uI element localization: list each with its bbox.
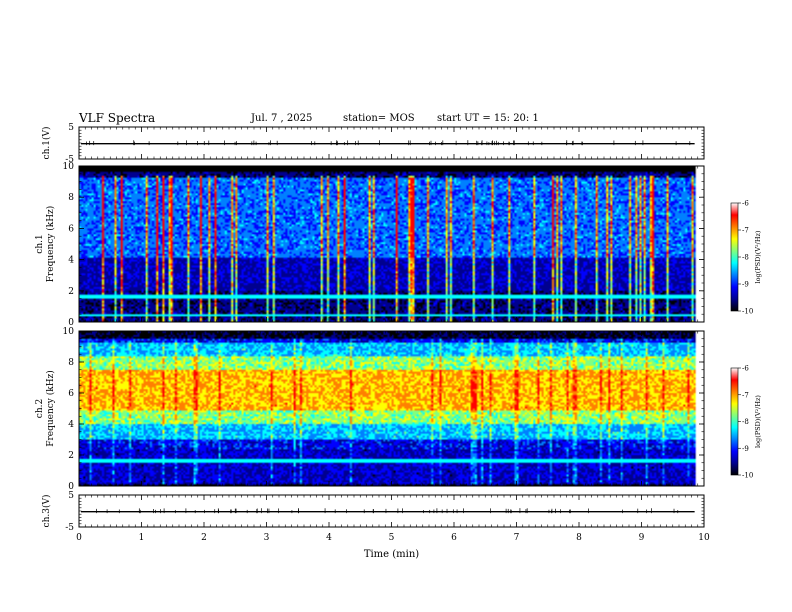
- y-axis-label-group: ch.1 Frequency (kHz): [35, 206, 56, 283]
- y-tick-label: 6: [68, 224, 74, 234]
- y-axis-label-channel: ch.1: [35, 234, 45, 253]
- y-tick-label: 6: [68, 389, 74, 399]
- colorbar-tick-label: -6: [742, 365, 749, 373]
- y-axis-label-frequency: Frequency (kHz): [45, 370, 56, 447]
- date-label: Jul. 7 , 2025: [251, 113, 313, 124]
- colorbar-tick-label: -9: [742, 281, 749, 289]
- y-tick-label: 10: [63, 327, 75, 337]
- colorbar-label: log(PSD)(V²/Hz): [754, 395, 762, 448]
- colorbar-tick-label: -7: [742, 227, 749, 235]
- y-tick-label: 8: [68, 358, 74, 368]
- y-tick-label: 2: [68, 451, 74, 461]
- y-tick-label: -5: [65, 523, 74, 533]
- colorbar-tick-label: -7: [742, 391, 749, 399]
- colorbar-tick-label: -8: [742, 254, 749, 262]
- x-tick-label: 2: [201, 533, 207, 543]
- y-tick-label: 2: [68, 287, 74, 297]
- y-tick-label: 5: [68, 491, 74, 501]
- colorbar-label-group: log(PSD)(V²/Hz): [754, 230, 762, 283]
- y-tick-label: 8: [68, 193, 74, 203]
- colorbar-tick-label: -10: [742, 308, 753, 316]
- station-label: station= MOS: [343, 113, 415, 124]
- colorbar-label-group: log(PSD)(V²/Hz): [754, 395, 762, 448]
- y-tick-label: 5: [68, 123, 74, 133]
- colorbar-label: log(PSD)(V²/Hz): [754, 230, 762, 283]
- y-axis-label: ch.1(V): [41, 127, 52, 160]
- x-tick-label: 5: [389, 533, 395, 543]
- colorbar: [730, 367, 739, 476]
- colorbar-tick-label: -6: [742, 200, 749, 208]
- colorbar-tick-label: -8: [742, 418, 749, 426]
- y-axis-label-frequency: Frequency (kHz): [45, 206, 56, 283]
- y-tick-label: 10: [63, 162, 75, 172]
- spectrogram-image: [79, 331, 704, 486]
- x-axis-label: Time (min): [364, 549, 419, 560]
- x-tick-label: 3: [264, 533, 270, 543]
- x-tick-label: 1: [139, 533, 145, 543]
- y-tick-label: 4: [68, 420, 74, 430]
- start-time-label: start UT = 15: 20: 1: [437, 113, 539, 124]
- y-tick-label: 4: [68, 256, 74, 266]
- x-tick-label: 10: [698, 533, 710, 543]
- colorbar-tick-label: -9: [742, 445, 749, 453]
- x-tick-label: 7: [514, 533, 520, 543]
- y-tick-label: 0: [68, 482, 74, 492]
- y-tick-label: 0: [68, 318, 74, 328]
- y-axis-label: ch.3(V): [41, 495, 52, 528]
- x-tick-label: 4: [326, 533, 332, 543]
- x-tick-label: 6: [451, 533, 457, 543]
- y-axis-label-group: ch.1(V): [41, 127, 52, 160]
- x-tick-label: 0: [76, 533, 82, 543]
- colorbar-tick-label: -10: [742, 472, 753, 480]
- x-tick-label: 8: [576, 533, 582, 543]
- x-tick-label: 9: [639, 533, 645, 543]
- colorbar: [730, 202, 739, 312]
- figure-title: VLF Spectra: [79, 111, 156, 125]
- y-axis-label-group: ch.2 Frequency (kHz): [35, 370, 56, 447]
- y-tick-label: -5: [65, 155, 74, 165]
- y-axis-label-group: ch.3(V): [41, 495, 52, 528]
- spectrogram-image: [79, 166, 704, 322]
- y-axis-label-channel: ch.2: [35, 399, 45, 418]
